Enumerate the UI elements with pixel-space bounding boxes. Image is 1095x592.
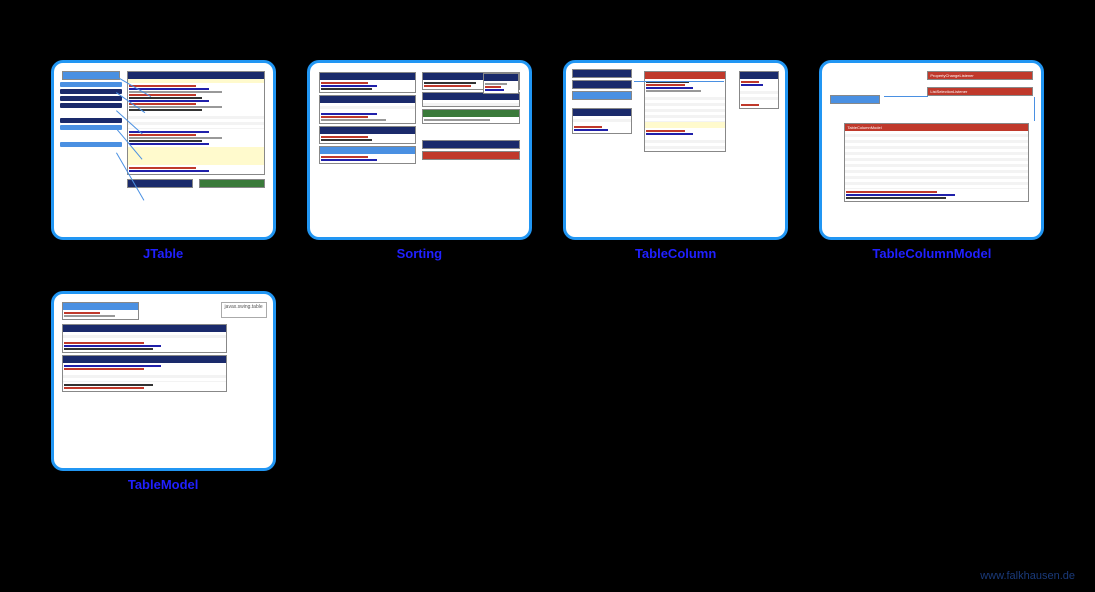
diagram-label: TableColumn [635,246,716,261]
diagram-thumb [51,60,276,240]
diagram-card-jtable[interactable]: JTable [50,60,276,261]
class-label: TableColumnModel [845,124,1028,131]
package-label: javax.swing.table [221,302,267,318]
diagram-grid: JTable [0,0,1095,502]
diagram-card-tablecolumn[interactable]: TableColumn [563,60,789,261]
diagram-thumb: javax.swing.table [51,291,276,471]
diagram-thumb [563,60,788,240]
diagram-card-sorting[interactable]: Sorting [306,60,532,261]
diagram-card-tablecolumnmodel[interactable]: PropertyChangeListener ListSelectionList… [819,60,1045,261]
diagram-label: Sorting [397,246,443,261]
diagram-label: TableModel [128,477,199,492]
interface-label: ListSelectionListener [928,88,1032,95]
diagram-label: TableColumnModel [872,246,991,261]
diagram-label: JTable [143,246,183,261]
diagram-card-tablemodel[interactable]: javax.swing.table TableModel [50,291,276,492]
diagram-thumb: PropertyChangeListener ListSelectionList… [819,60,1044,240]
footer-link[interactable]: www.falkhausen.de [980,570,1075,582]
diagram-thumb [307,60,532,240]
interface-label: PropertyChangeListener [928,72,1032,79]
